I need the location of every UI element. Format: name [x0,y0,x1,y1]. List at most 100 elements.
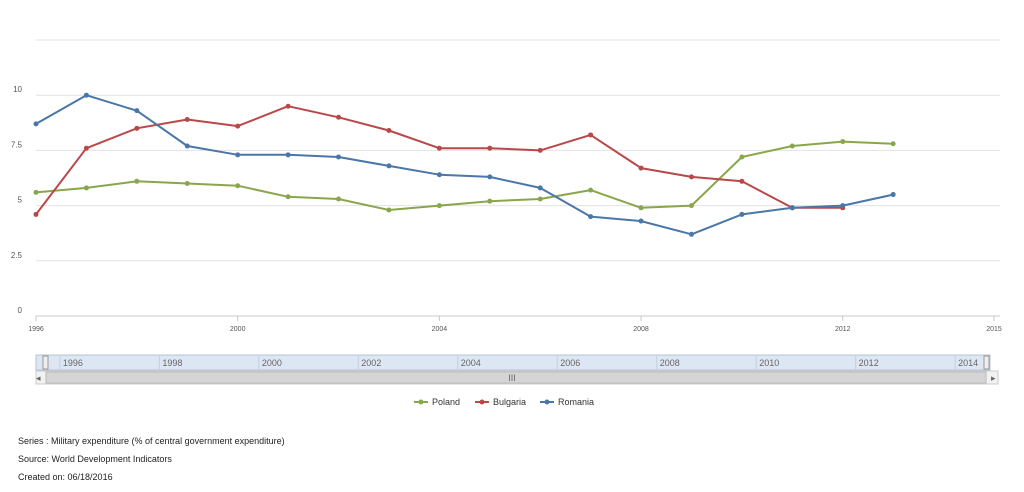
legend-marker [479,399,485,405]
navigator-label: 2006 [560,358,580,368]
created-caption: Created on: 06/18/2016 [18,472,113,482]
x-tick-label: 1996 [28,326,44,333]
data-point-bulgaria[interactable] [134,125,140,131]
series-bulgaria[interactable] [33,103,846,217]
data-point-poland[interactable] [588,187,594,193]
data-point-romania[interactable] [890,192,896,198]
data-point-bulgaria[interactable] [336,114,342,120]
data-point-poland[interactable] [33,189,39,195]
data-point-bulgaria[interactable] [739,178,745,184]
data-point-bulgaria[interactable] [235,123,241,129]
data-point-poland[interactable] [688,203,694,209]
x-tick-label: 2008 [633,326,649,333]
data-point-romania[interactable] [688,231,694,237]
data-point-romania[interactable] [336,154,342,160]
data-point-bulgaria[interactable] [33,211,39,217]
data-point-romania[interactable] [386,163,392,169]
series-romania[interactable] [33,92,896,237]
data-point-poland[interactable] [739,154,745,160]
data-point-romania[interactable] [487,174,493,180]
legend-label: Poland [432,397,460,407]
scroll-right-icon[interactable]: ▸ [991,373,996,383]
data-point-poland[interactable] [638,205,644,211]
data-point-poland[interactable] [487,198,493,204]
y-tick-label: 5 [18,196,23,205]
scroll-left-icon[interactable]: ◂ [36,373,41,383]
data-point-bulgaria[interactable] [83,145,89,151]
data-point-romania[interactable] [638,218,644,224]
data-point-romania[interactable] [33,121,39,127]
legend-label: Bulgaria [493,397,526,407]
data-point-romania[interactable] [739,211,745,217]
data-point-romania[interactable] [840,203,846,209]
x-tick-label: 2000 [230,326,246,333]
series-line-bulgaria [35,105,843,216]
navigator-label: 1996 [63,358,83,368]
legend: Poland Bulgaria Romania [414,397,594,407]
data-point-bulgaria[interactable] [386,128,392,134]
navigator-label: 2002 [361,358,381,368]
data-point-romania[interactable] [83,92,89,98]
data-point-poland[interactable] [184,181,190,187]
legend-item-poland[interactable]: Poland [414,397,460,407]
data-point-bulgaria[interactable] [537,147,543,153]
line-chart: 0 2.5 5 7.5 10 1996 2000 2004 2008 2012 2015 1996… [11,39,1002,407]
navigator-label: 2010 [759,358,779,368]
data-point-poland[interactable] [386,207,392,213]
data-point-bulgaria[interactable] [688,174,694,180]
y-tick-label: 10 [13,85,22,94]
data-point-poland[interactable] [537,196,543,202]
navigator[interactable]: 1996 1998 2000 2002 2004 2006 2008 2010 2012 2014… [35,354,999,385]
legend-item-bulgaria[interactable]: Bulgaria [475,397,526,407]
data-point-romania[interactable] [537,185,543,191]
data-point-poland[interactable] [890,141,896,147]
legend-item-romania[interactable]: Romania [540,397,594,407]
navigator-label: 2008 [660,358,680,368]
navigator-range[interactable] [35,354,991,371]
navigator-label: 2000 [262,358,282,368]
navigator-label: 2012 [859,358,879,368]
x-tick-label: 2012 [835,326,851,333]
data-point-poland[interactable] [789,143,795,149]
data-point-poland[interactable] [83,185,89,191]
series-caption: Series : Military expenditure (% of cent… [18,436,285,446]
data-point-romania[interactable] [285,152,291,158]
navigator-label: 1998 [162,358,182,368]
data-point-romania[interactable] [184,143,190,149]
scrollbar-thumb[interactable] [45,371,987,384]
navigator-left-handle[interactable] [42,355,49,370]
navigator-right-handle[interactable] [983,355,990,370]
data-point-romania[interactable] [789,205,795,211]
data-point-poland[interactable] [840,139,846,145]
data-point-bulgaria[interactable] [638,165,644,171]
legend-marker [418,399,424,405]
legend-label: Romania [558,397,594,407]
data-point-bulgaria[interactable] [285,103,291,109]
y-axis: 0 2.5 5 7.5 10 [11,85,23,315]
data-point-romania[interactable] [588,214,594,220]
x-axis: 1996 2000 2004 2008 2012 2015 [28,316,1002,333]
y-tick-label: 7.5 [11,140,23,149]
data-point-bulgaria[interactable] [184,116,190,122]
gridlines [36,39,1000,317]
y-tick-label: 0 [18,306,23,315]
data-point-bulgaria[interactable] [588,132,594,138]
x-tick-label: 2015 [986,326,1002,333]
data-point-poland[interactable] [134,178,140,184]
data-point-bulgaria[interactable] [436,145,442,151]
series-lines [33,92,896,237]
series-poland[interactable] [33,139,896,213]
series-line-poland [35,140,894,211]
data-point-poland[interactable] [436,203,442,209]
data-point-poland[interactable] [285,194,291,200]
source-caption: Source: World Development Indicators [18,454,172,464]
data-point-romania[interactable] [235,152,241,158]
data-point-bulgaria[interactable] [487,145,493,151]
data-point-poland[interactable] [336,196,342,202]
data-point-romania[interactable] [436,172,442,178]
data-point-romania[interactable] [134,108,140,114]
data-point-poland[interactable] [235,183,241,189]
navigator-label: 2004 [461,358,481,368]
legend-marker [544,399,550,405]
series-line-romania [35,94,894,236]
